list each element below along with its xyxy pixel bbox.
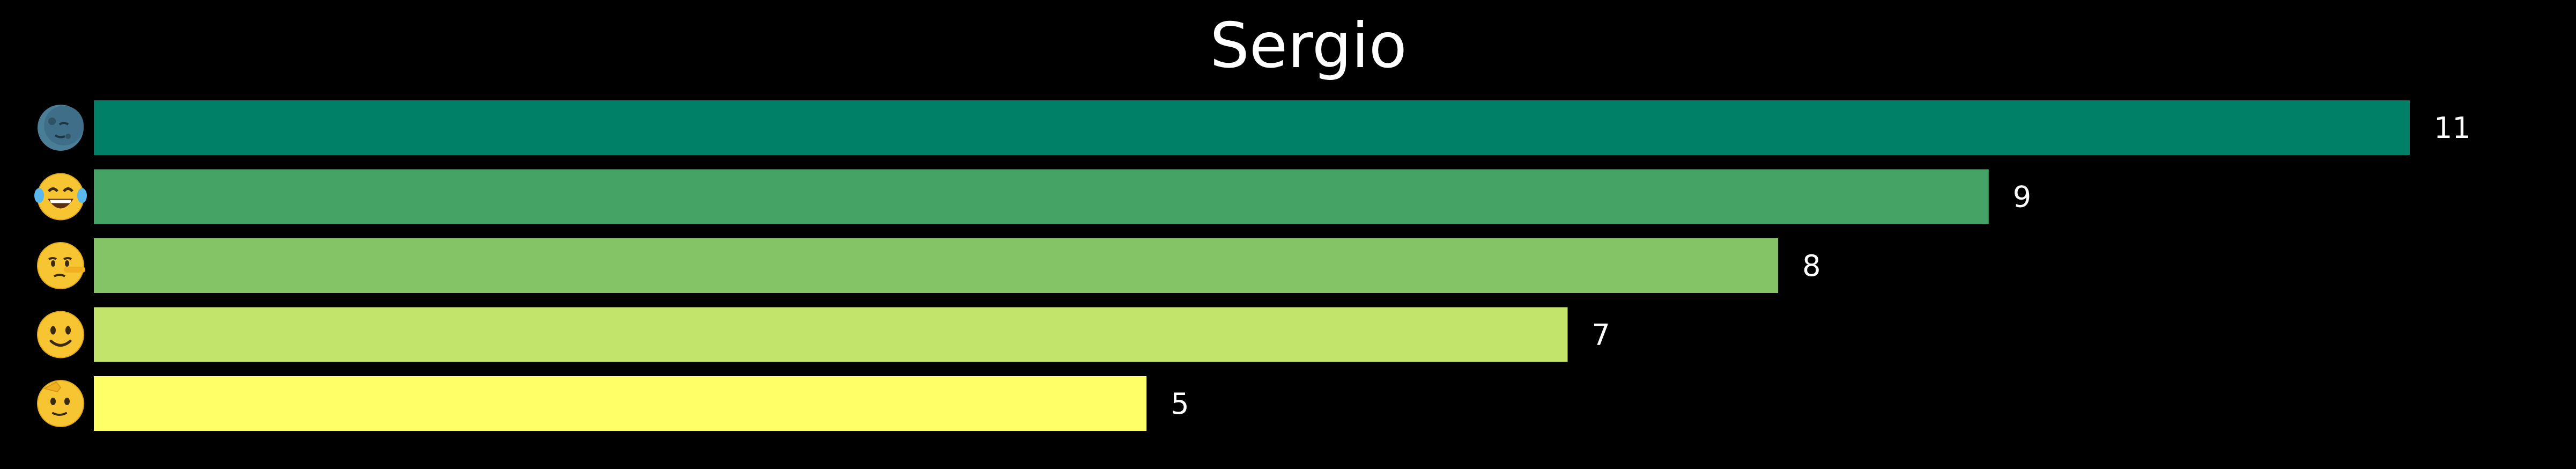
slightly-smiling-face-icon [37,311,84,358]
bar-slightly-smiling-face [94,307,1568,362]
moon-face-icon [38,105,84,151]
value-label-slightly-smiling-face: 7 [1592,318,1610,352]
category-icons-layer [34,105,87,427]
bar-moon-face [94,100,2410,155]
bar-saluting-face [94,376,1147,431]
value-label-moon-face: 11 [2434,111,2471,145]
value-labels-layer: 11 9 8 7 5 [1171,111,2471,421]
bar-tears-of-joy [94,169,1989,224]
lying-face-icon [37,242,85,289]
saluting-face-icon [37,380,84,427]
chart-title: Sergio [1210,10,1407,82]
value-label-tears-of-joy: 9 [2013,180,2031,214]
value-label-saluting-face: 5 [1171,387,1189,421]
face-with-tears-of-joy-icon [34,173,87,221]
value-label-lying-face: 8 [1802,249,1820,283]
bars-layer [94,100,2410,431]
bar-lying-face [94,238,1779,293]
